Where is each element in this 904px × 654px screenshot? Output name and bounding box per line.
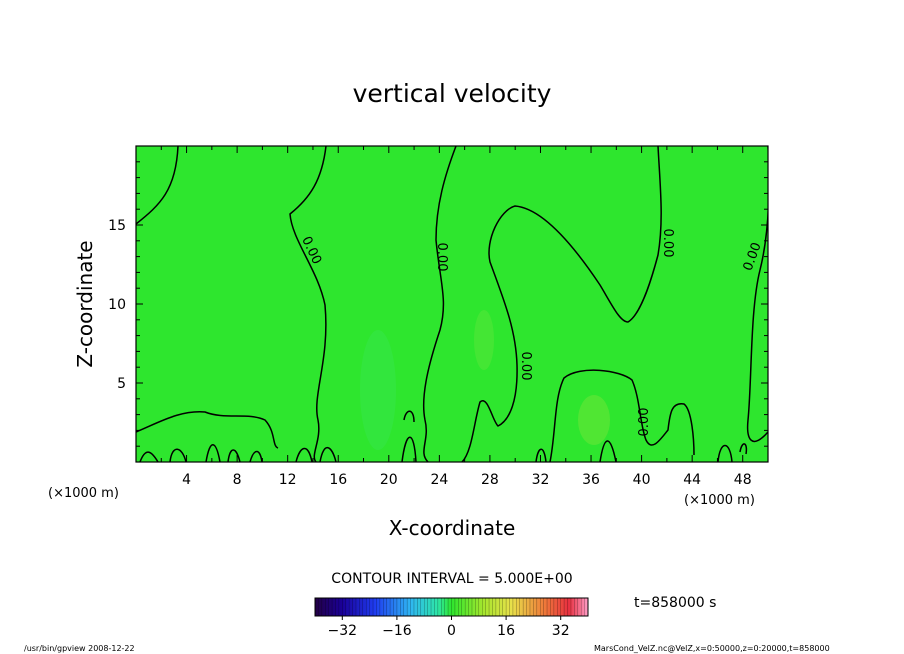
x-axis: 4 8 12 16 20 24 28 32 36 40 44 48	[160, 146, 752, 488]
x-tick-label: 44	[683, 472, 701, 488]
x-unit-left: (×1000 m)	[48, 486, 119, 501]
plot-field	[136, 146, 768, 462]
colorbar-tick-label: 0	[447, 623, 456, 639]
contour-line	[169, 448, 187, 462]
y-tick-label: 10	[108, 297, 126, 313]
colorbar-tick-label: −16	[382, 623, 412, 639]
x-tick-label: 32	[532, 472, 550, 488]
contour-line	[227, 449, 241, 462]
contour-label: 0.00	[434, 243, 449, 272]
field-variation	[360, 330, 396, 450]
contour-interval: CONTOUR INTERVAL = 5.000E+00	[331, 571, 572, 587]
contour-line	[549, 369, 695, 462]
y-axis: 5 10 15	[108, 161, 768, 447]
x-tick-label: 40	[633, 472, 651, 488]
time-label: t=858000 s	[634, 595, 716, 611]
x-tick-label: 24	[430, 472, 448, 488]
x-tick-label: 48	[734, 472, 752, 488]
contour-line	[746, 146, 768, 443]
colorbar-tick-label: 16	[497, 623, 515, 639]
chart-title: vertical velocity	[353, 79, 552, 108]
contour-line	[422, 146, 457, 462]
y-axis-label: Z-coordinate	[73, 240, 97, 367]
colorbar-tick-label: 32	[552, 623, 570, 639]
contour-line	[401, 436, 417, 462]
x-tick-label: 16	[329, 472, 347, 488]
colorbar-segments	[318, 598, 585, 616]
footer-left: /usr/bin/gpview 2008-12-22	[24, 644, 135, 653]
field-variations	[360, 310, 610, 450]
contour-labels: 0.00 0.00 0.00 0.00 0.00 0.00	[298, 229, 764, 437]
x-unit-right: (×1000 m)	[684, 493, 755, 508]
contour-line	[205, 444, 221, 462]
contour-line	[136, 146, 179, 225]
contour-line	[139, 451, 159, 462]
x-tick-label: 36	[582, 472, 600, 488]
x-tick-label: 20	[380, 472, 398, 488]
x-tick-label: 12	[279, 472, 297, 488]
contour-line	[136, 411, 279, 449]
x-tick-label: 8	[233, 472, 242, 488]
colorbar-ticks: −32 −16 0 16 32	[328, 616, 570, 639]
x-axis-label: X-coordinate	[389, 516, 516, 540]
contour-line	[599, 440, 617, 462]
contour-line	[289, 146, 327, 462]
x-tick-label: 4	[182, 472, 191, 488]
contour-label: 0.00	[518, 352, 533, 381]
contour-line	[739, 443, 748, 455]
x-tick-label: 28	[481, 472, 499, 488]
y-tick-label: 15	[108, 218, 126, 234]
contour-line	[535, 448, 547, 462]
field-variation	[578, 395, 610, 445]
field-variation	[474, 310, 494, 370]
contour-label: 0.00	[637, 408, 652, 437]
contour-line	[295, 447, 313, 462]
contour-line	[319, 447, 337, 462]
colorbar-tick-label: −32	[328, 623, 358, 639]
footer-right: MarsCond_VelZ.nc@VelZ,x=0:50000,z=0:2000…	[594, 644, 830, 653]
contour-line	[249, 450, 263, 462]
zero-contours	[136, 146, 768, 462]
contour-label: 0.00	[660, 229, 675, 258]
contour-line	[717, 444, 733, 462]
y-tick-label: 5	[117, 376, 126, 392]
contour-line	[403, 410, 415, 423]
contour-line	[461, 146, 662, 462]
